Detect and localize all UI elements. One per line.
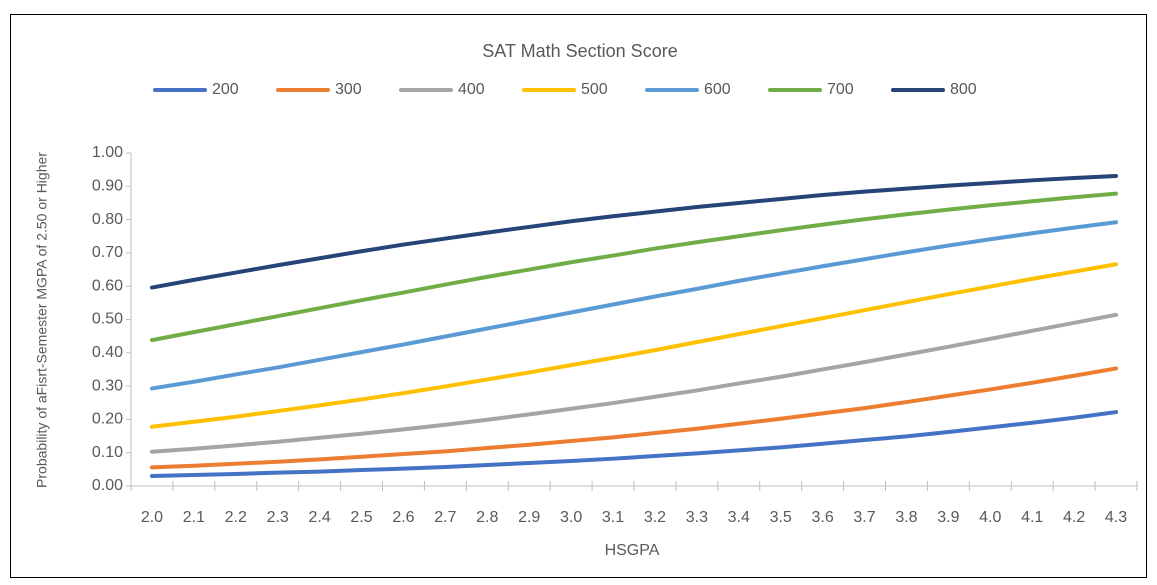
series-line xyxy=(149,220,1119,391)
series-line xyxy=(149,173,1119,290)
series-line xyxy=(149,312,1119,454)
x-tick-label: 3.9 xyxy=(937,509,959,526)
legend-label: 300 xyxy=(335,81,362,98)
x-tick-label: 4.1 xyxy=(1021,509,1043,526)
x-axis-title: HSGPA xyxy=(605,542,660,559)
x-tick-label: 3.7 xyxy=(853,509,875,526)
legend-label: 800 xyxy=(950,81,977,98)
x-tick-label: 3.4 xyxy=(728,509,750,526)
legend-label: 500 xyxy=(581,81,608,98)
series-line xyxy=(149,262,1119,429)
y-tick-label: 0.10 xyxy=(92,444,123,461)
x-tick-label: 3.8 xyxy=(895,509,917,526)
legend-label: 400 xyxy=(458,81,485,98)
x-tick-label: 2.6 xyxy=(392,509,414,526)
legend-label: 700 xyxy=(827,81,854,98)
y-tick-label: 0.60 xyxy=(92,277,123,294)
x-tick-label: 2.7 xyxy=(434,509,456,526)
x-tick-label: 3.3 xyxy=(686,509,708,526)
y-tick-label: 0.70 xyxy=(92,244,123,261)
x-tick-label: 4.2 xyxy=(1063,509,1085,526)
x-tick-label: 2.1 xyxy=(183,509,205,526)
x-tick-label: 2.4 xyxy=(309,509,331,526)
y-tick-label: 0.30 xyxy=(92,377,123,394)
x-tick-label: 2.8 xyxy=(476,509,498,526)
y-tick-label: 1.00 xyxy=(92,144,123,161)
x-tick-label: 2.9 xyxy=(518,509,540,526)
x-tick-label: 3.0 xyxy=(560,509,582,526)
chart-border xyxy=(10,14,1147,578)
series-line xyxy=(149,366,1119,470)
x-tick-label: 2.3 xyxy=(267,509,289,526)
legend-title: SAT Math Section Score xyxy=(482,41,677,61)
y-tick-label: 0.50 xyxy=(92,311,123,328)
x-tick-label: 2.2 xyxy=(225,509,247,526)
legend-label: 200 xyxy=(212,81,239,98)
x-tick-label: 3.6 xyxy=(812,509,834,526)
y-tick-label: 0.80 xyxy=(92,211,123,228)
y-tick-label: 0.90 xyxy=(92,178,123,195)
x-tick-label: 3.1 xyxy=(602,509,624,526)
x-tick-label: 4.3 xyxy=(1105,509,1127,526)
y-axis-title: Probability of aFisrt-Semester MGPA of 2… xyxy=(34,152,50,488)
series-line xyxy=(149,410,1119,479)
y-tick-label: 0.00 xyxy=(92,477,123,494)
x-tick-label: 4.0 xyxy=(979,509,1001,526)
series-line xyxy=(149,191,1119,343)
x-tick-label: 3.5 xyxy=(770,509,792,526)
y-tick-label: 0.40 xyxy=(92,344,123,361)
legend-label: 600 xyxy=(704,81,731,98)
y-tick-label: 0.20 xyxy=(92,411,123,428)
x-tick-label: 3.2 xyxy=(644,509,666,526)
x-tick-label: 2.5 xyxy=(350,509,372,526)
x-tick-label: 2.0 xyxy=(141,509,163,526)
